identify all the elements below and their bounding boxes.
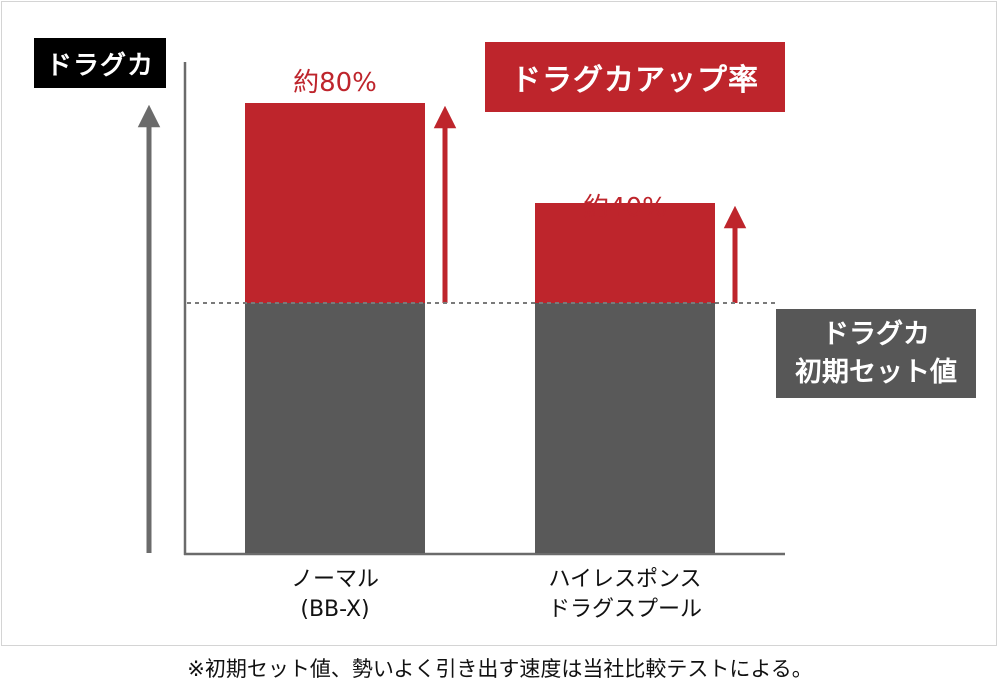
chart-frame [1,1,997,646]
bar-increase-normal [245,103,425,303]
bar-base-normal [245,303,425,553]
footnote: ※初期セット値、勢いよく引き出す速度は当社比較テストによる。 [187,657,813,681]
category-label-normal: ノーマル (BB-X) [225,565,445,625]
bar-increase-high-response [535,203,715,303]
reference-line-label: ドラグカ 初期セット値 [776,309,976,398]
reference-label-line2: 初期セット値 [795,356,957,388]
chart-title-badge: ドラグカアップ率 [485,42,785,112]
category-normal-line2: (BB-X) [300,597,370,622]
y-axis-title: ドラグカ [34,38,166,88]
bar-base-high-response [535,303,715,553]
category-normal-line1: ノーマル [290,567,379,592]
category-high-response-line1: ハイレスポンス [548,567,702,592]
category-label-high-response: ハイレスポンス ドラグスプール [515,565,735,625]
value-label-high-response: 約40% [583,193,667,223]
reference-label-line1: ドラグカ [822,318,930,350]
value-label-normal: 約80% [293,68,377,98]
category-high-response-line2: ドラグスプール [547,597,702,622]
